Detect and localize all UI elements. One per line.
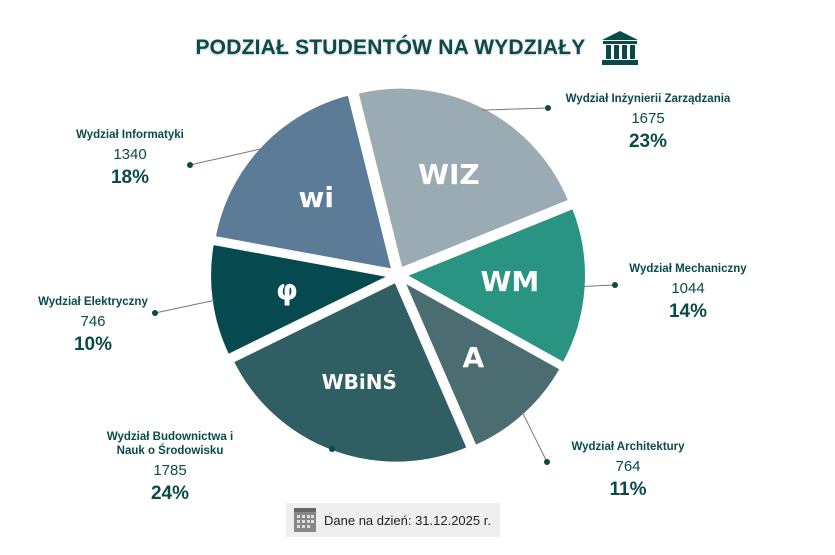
slice-percent: 24% [150,483,190,504]
slice-percent: 14% [668,301,708,322]
slice-name: Wydział Informatyki [76,129,184,141]
leader-dot [187,162,193,168]
slice-percent: 18% [110,167,150,188]
slice-name: Wydział Inżynierii Zarządzania [565,93,731,105]
pie-slice [228,277,472,466]
faculty-logo: wi [299,181,334,214]
slice-percent: 10% [73,334,113,355]
slice-name: Wydział Mechaniczny [629,263,747,275]
leader-dot [544,459,550,465]
slice-name: Wydział Budownictwa i Nauk o Środowisku [106,431,234,457]
slice-percent: 11% [609,479,647,500]
slice-value: 1044 [671,280,705,297]
faculty-logo: WBiNŚ [322,370,397,394]
slice-value: 746 [80,313,106,330]
leader-dot [545,105,551,111]
leader-dot [152,310,158,316]
leader-line [521,411,548,463]
leader-line [582,284,616,287]
slice-value: 1340 [113,146,147,163]
pie-slice [397,274,565,450]
slice-value: 1675 [631,110,665,127]
slice-value: 1785 [153,462,187,479]
slice-label: Wydział Elektryczny 746 10% [8,295,178,356]
faculty-logo: A [462,341,484,374]
slice-label: Wydział Informatyki 1340 18% [45,128,215,189]
pie-slice [211,90,397,274]
slice-name: Wydział Architektury [571,441,685,453]
slice-label: Wydział Mechaniczny 1044 14% [608,262,768,323]
slice-label: Wydział Architektury 764 11% [538,440,718,501]
leader-dot [329,446,335,452]
university-building-icon [601,31,638,65]
calendar-icon [294,508,316,532]
slice-name: Wydział Elektryczny [38,296,148,308]
slice-label: Wydział Budownictwa i Nauk o Środowisku 1… [80,430,260,505]
leader-line [481,107,549,111]
faculty-logo: WIZ [418,158,480,191]
leader-dot [612,282,618,288]
data-date-note: Dane na dzień: 31.12.2025 r. [286,503,500,537]
pie-slice [354,84,573,273]
leader-line [189,147,264,166]
slice-label: Wydział Inżynierii Zarządzania 1675 23% [543,92,753,153]
slice-percent: 23% [628,131,668,152]
leader-line [154,299,215,314]
faculty-logo: φ [276,273,298,306]
faculty-logo: WM [481,265,540,298]
chart-title: PODZIAŁ STUDENTÓW NA WYDZIAŁY [0,30,835,66]
slice-value: 764 [615,458,641,475]
